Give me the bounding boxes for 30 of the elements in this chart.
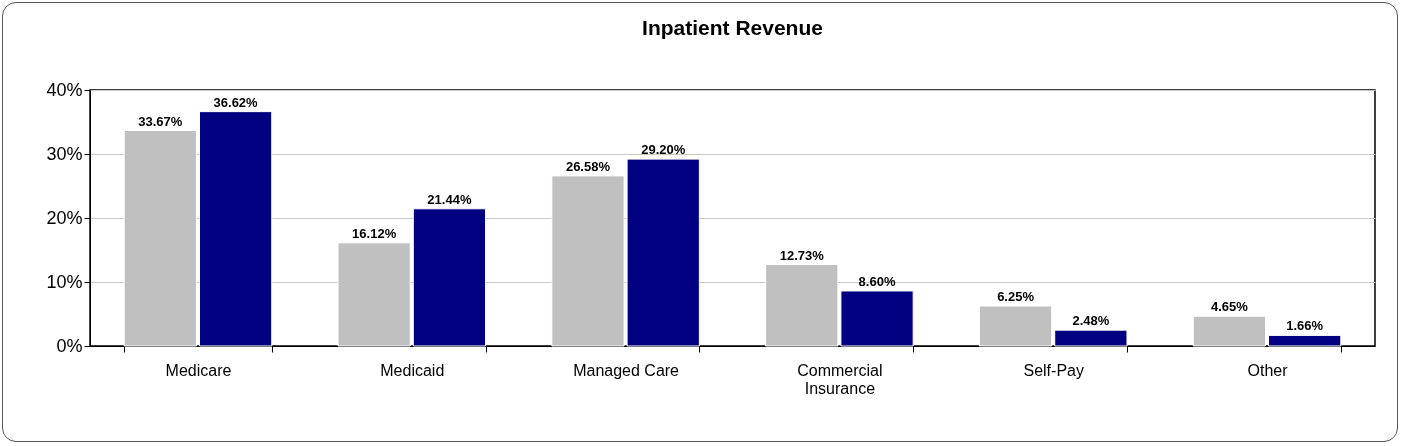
data-label: 36.62% [213,94,259,110]
data-label: 2.48% [1072,313,1110,329]
data-label: 33.67% [138,113,183,129]
x-tick-label: Managed Care [573,361,680,379]
y-tick-label: 40% [46,79,83,100]
x-tick-label: Other [1247,361,1289,379]
y-tick-label: 20% [46,207,83,228]
data-label: 21.44% [427,191,472,207]
x-tick-label: Medicaid [380,361,445,379]
data-label: 12.73% [779,247,825,263]
x-tick-label: Medicare [165,361,232,379]
bar [1192,315,1267,347]
chart-title: Inpatient Revenue [642,16,823,39]
data-label: 6.25% [997,289,1035,304]
data-label: 4.65% [1210,299,1249,315]
bar [1054,329,1128,347]
bar [978,305,1053,347]
data-label: 8.60% [858,273,896,289]
data-label: 29.20% [641,142,686,158]
y-tick-label: 30% [46,143,83,164]
y-tick-label: 10% [46,271,83,292]
y-tick-label: 0% [56,335,83,356]
data-label: 1.66% [1286,318,1324,334]
bar [198,111,273,347]
x-tick-label: Commercial Insurance [797,361,883,397]
data-label: 16.12% [352,225,397,241]
data-label: 26.58% [565,158,611,174]
bar [412,208,487,347]
bar [1268,334,1342,347]
x-tick-label: Self-Pay [1023,361,1084,379]
